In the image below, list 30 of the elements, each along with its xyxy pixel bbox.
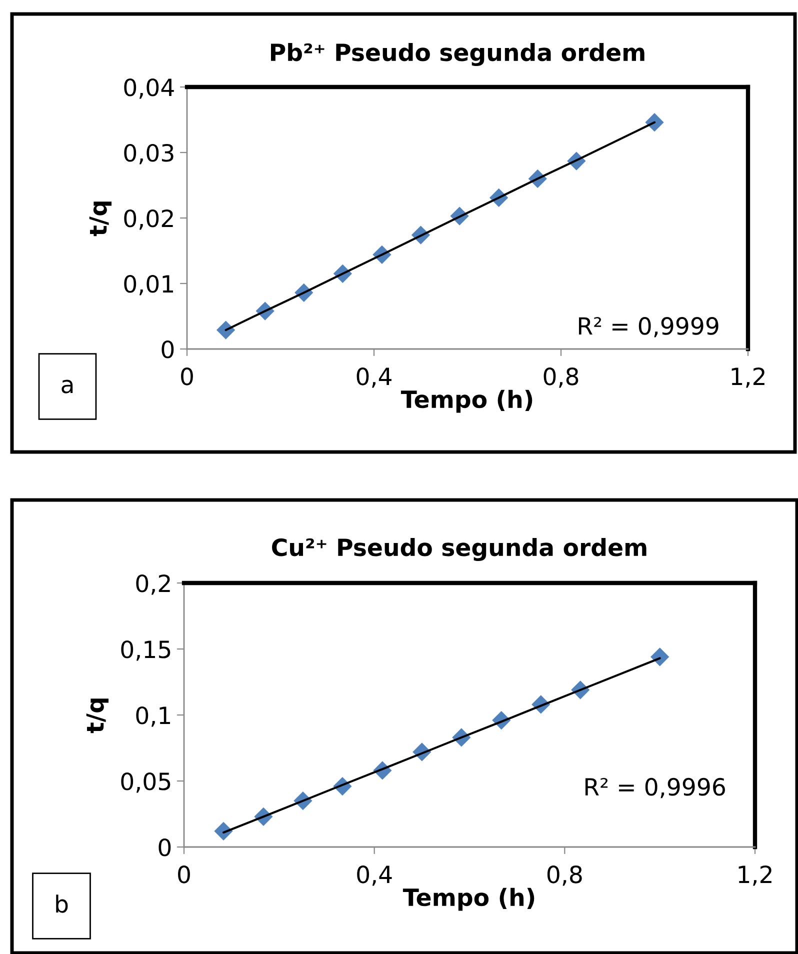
x-tick-label: 1,2	[738, 865, 772, 886]
y-tick-label: 0,02	[124, 209, 173, 230]
text: a	[62, 380, 73, 394]
point	[650, 648, 670, 666]
x-axis-title: Tempo (h)	[402, 888, 534, 911]
y-axis-title: t/q	[86, 698, 109, 734]
y-tick-label: 0,03	[124, 144, 174, 164]
x-tick-label: 0,4	[356, 367, 392, 388]
x-tick-label: 0	[178, 865, 190, 884]
y-axis-title: t/q	[89, 202, 112, 236]
y-tick-label: 0,15	[121, 640, 170, 661]
x-tick-label: 0,8	[547, 865, 582, 886]
text: b	[56, 894, 68, 913]
y-tick-label: 0,04	[124, 78, 174, 99]
y-tick-label: 0	[158, 838, 171, 856]
chart-title: Cu²⁺ Pseudo segunda ordem	[272, 538, 646, 561]
y-tick-label: 0,2	[136, 574, 170, 595]
y-tick-label: 0,1	[136, 706, 170, 727]
x-tick-label: 0,4	[357, 865, 392, 886]
chart-title: Pb²⁺ Pseudo segunda ordem	[270, 42, 644, 66]
point	[216, 320, 236, 340]
annotation: R² = 0,9996	[585, 778, 725, 798]
y-tick-label: 0	[162, 340, 174, 358]
y-tick-label: 0,05	[121, 772, 170, 793]
annotation: R² = 0,9999	[578, 317, 718, 338]
y-tick-label: 0,01	[124, 274, 174, 296]
x-tick-label: 0	[181, 367, 193, 386]
x-axis-title: Tempo (h)	[400, 390, 532, 413]
x-tick-label: 1,2	[732, 367, 764, 388]
x-tick-label: 0,8	[544, 367, 578, 388]
